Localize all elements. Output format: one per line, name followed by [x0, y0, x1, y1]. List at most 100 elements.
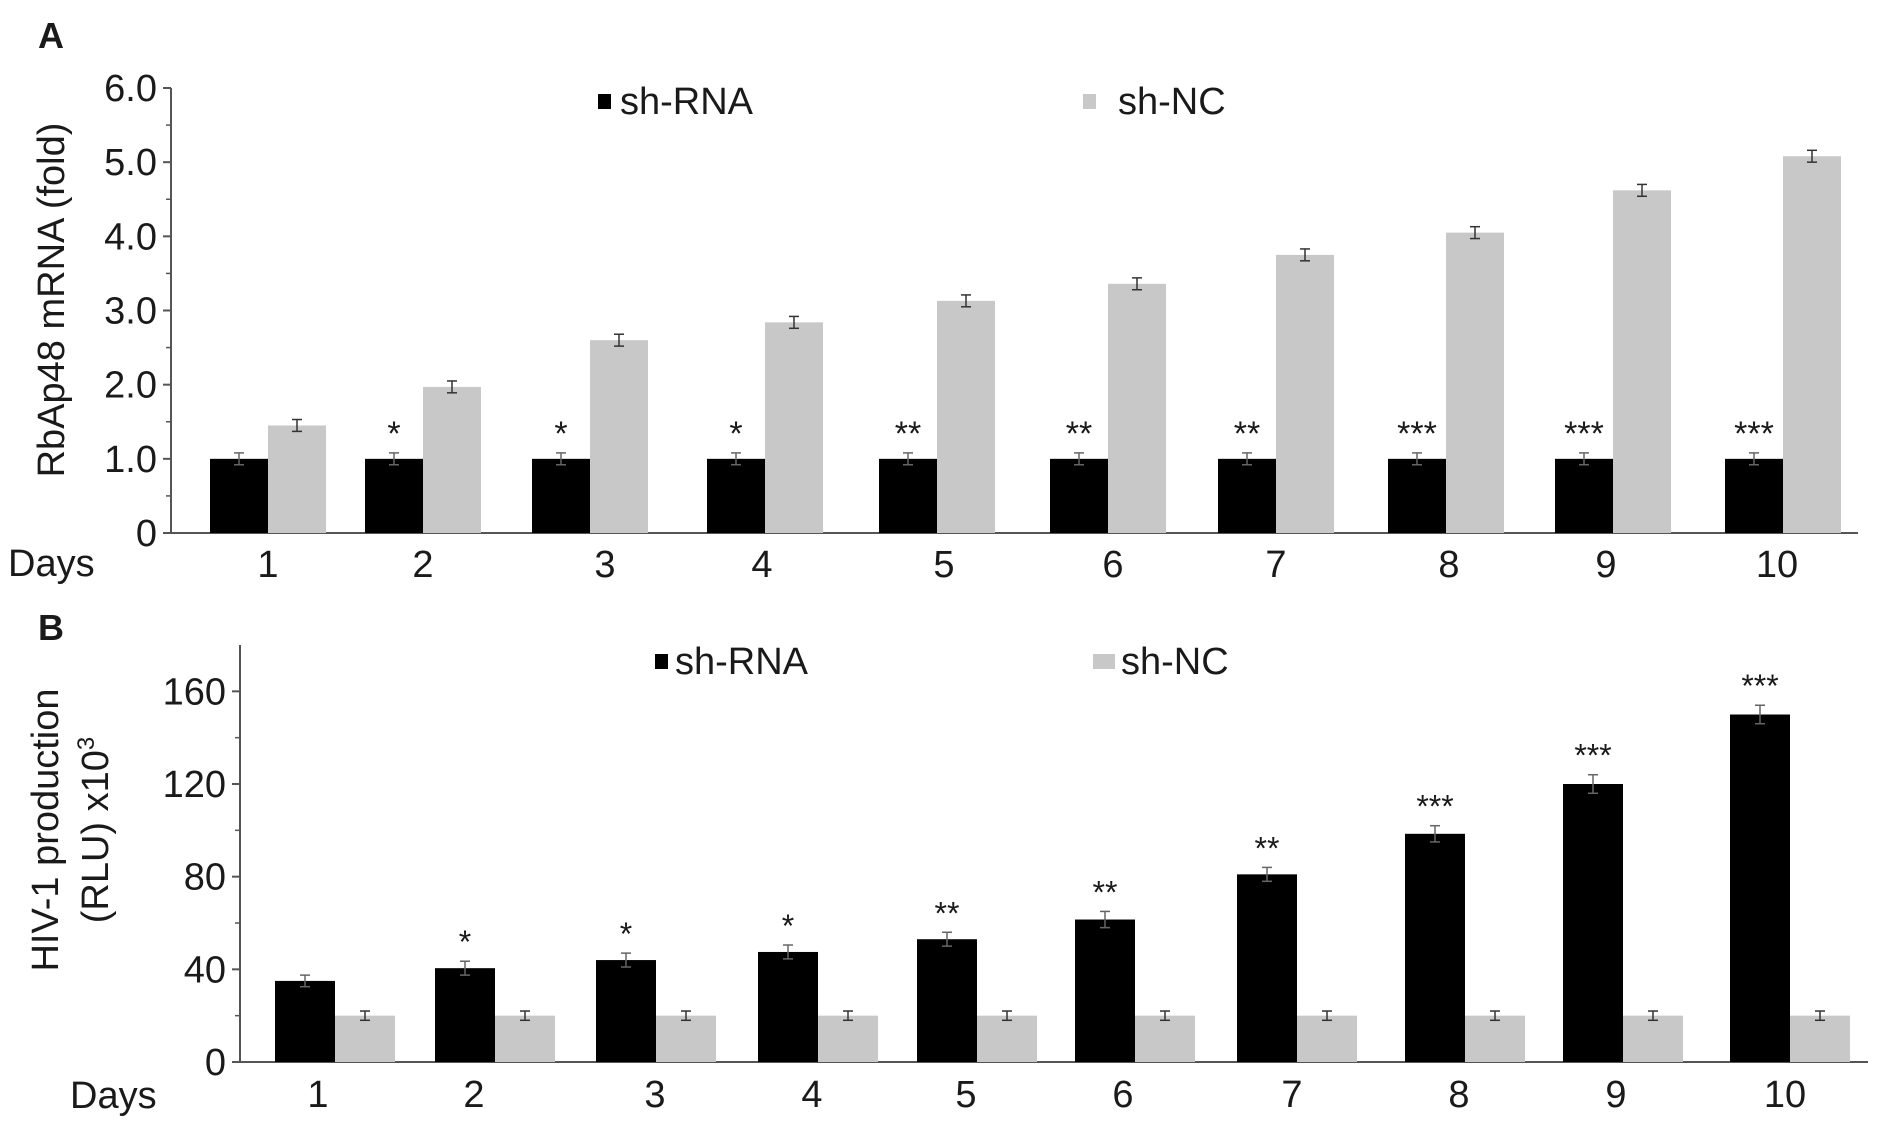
- x-tick-label: 1: [257, 544, 278, 586]
- bar-sh-rna-day-9: [1563, 784, 1623, 1062]
- significance-label: ***: [1397, 415, 1437, 453]
- x-tick-label: 1: [307, 1074, 328, 1116]
- bar-sh-rna-day-7: [1218, 458, 1276, 533]
- bar-sh-nc-day-4: [818, 1015, 878, 1062]
- y-tick-label: 0: [205, 1042, 226, 1084]
- x-tick-label: 9: [1595, 544, 1616, 586]
- significance-label: **: [935, 895, 960, 931]
- y-tick-label: 120: [163, 764, 226, 806]
- bar-sh-nc-day-2: [423, 386, 481, 533]
- panel-a-bars: [210, 156, 1841, 533]
- bar-sh-nc-day-10: [1790, 1015, 1850, 1062]
- panel-a-legend-label-sh-rna: sh-RNA: [620, 81, 754, 123]
- bar-sh-nc-day-2: [495, 1015, 555, 1062]
- panel-b-bars: [275, 714, 1850, 1062]
- panel-b-legend-label-sh-rna: sh-RNA: [675, 641, 809, 683]
- bar-sh-nc-day-8: [1465, 1015, 1525, 1062]
- x-tick-label: 3: [644, 1074, 665, 1116]
- bar-sh-nc-day-5: [937, 300, 995, 533]
- x-tick-label: 10: [1764, 1074, 1806, 1116]
- panel-b-letter: B: [38, 607, 64, 648]
- significance-label: **: [1066, 415, 1092, 453]
- y-tick-label: 160: [163, 671, 226, 713]
- significance-label: ***: [1741, 668, 1778, 704]
- bar-sh-rna-day-10: [1725, 458, 1783, 533]
- panel-a-error-bars: [234, 149, 1817, 466]
- x-tick-label: 4: [751, 544, 772, 586]
- bar-sh-rna-day-6: [1050, 458, 1108, 533]
- panel-a: A RbAp48 mRNA (fold) sh-RNA sh-NC 0 1.0 2.…: [8, 15, 1858, 586]
- bar-sh-rna-day-9: [1555, 458, 1613, 533]
- bar-sh-rna-day-4: [758, 951, 818, 1062]
- significance-label: ***: [1734, 415, 1774, 453]
- x-tick-label: 2: [412, 544, 433, 586]
- panel-b-x-axis-label: Days: [70, 1075, 157, 1117]
- panel-b-legend-swatch-sh-rna: [655, 654, 668, 669]
- x-tick-label: 6: [1112, 1074, 1133, 1116]
- significance-label: ***: [1416, 789, 1453, 825]
- panel-a-legend: sh-RNA sh-NC: [598, 81, 1226, 123]
- panel-b-y-axis-label-main: (RLU) x10: [75, 750, 117, 923]
- panel-b-y-ticks: 0 40 80 120 160: [163, 671, 240, 1084]
- bar-sh-rna-day-10: [1730, 714, 1790, 1062]
- significance-label: **: [1234, 415, 1260, 453]
- y-tick-label: 80: [184, 857, 226, 899]
- x-tick-label: 9: [1605, 1074, 1626, 1116]
- significance-label: *: [620, 916, 632, 952]
- panel-a-significance: * * * ** ** ** *** *** ***: [387, 415, 1773, 453]
- panel-a-x-ticks: 1 2 3 4 5 6 7 8 9 10: [257, 544, 1798, 586]
- panel-b-legend-swatch-sh-nc: [1093, 654, 1115, 669]
- panel-a-y-ticks: 0 1.0 2.0 3.0 4.0 5.0 6.0: [104, 68, 171, 555]
- bar-sh-rna-day-3: [596, 960, 656, 1062]
- panel-a-letter: A: [38, 15, 64, 56]
- x-tick-label: 7: [1265, 544, 1286, 586]
- panel-a-y-axis-label: RbAp48 mRNA (fold): [31, 123, 73, 478]
- bar-sh-nc-day-5: [977, 1015, 1037, 1062]
- bar-sh-rna-day-5: [879, 458, 937, 533]
- bar-sh-rna-day-4: [707, 458, 765, 533]
- x-tick-label: 5: [955, 1074, 976, 1116]
- x-tick-label: 2: [463, 1074, 484, 1116]
- bar-sh-rna-day-1: [210, 458, 268, 533]
- panel-a-x-axis-label: Days: [8, 543, 95, 585]
- y-tick-label: 0: [136, 513, 157, 555]
- bar-sh-nc-day-7: [1297, 1015, 1357, 1062]
- panel-b-x-ticks: 1 2 3 4 5 6 7 8 9 10: [307, 1074, 1806, 1116]
- panel-a-legend-label-sh-nc: sh-NC: [1118, 81, 1226, 123]
- x-tick-label: 5: [933, 544, 954, 586]
- significance-label: **: [1093, 874, 1118, 910]
- bar-sh-nc-day-8: [1446, 232, 1504, 533]
- bar-sh-nc-day-6: [1108, 283, 1166, 533]
- significance-label: *: [554, 415, 567, 453]
- x-tick-label: 6: [1102, 544, 1123, 586]
- significance-label: ***: [1574, 738, 1611, 774]
- bar-sh-rna-day-8: [1388, 458, 1446, 533]
- significance-label: *: [459, 924, 471, 960]
- bar-sh-nc-day-1: [335, 1015, 395, 1062]
- panel-a-legend-swatch-sh-nc: [1083, 94, 1096, 109]
- bar-sh-rna-day-5: [917, 939, 977, 1062]
- panel-b-significance: * * * ***************: [459, 668, 1779, 960]
- bar-sh-nc-day-3: [656, 1015, 716, 1062]
- bar-sh-nc-day-6: [1135, 1015, 1195, 1062]
- x-tick-label: 4: [801, 1074, 822, 1116]
- panel-b-legend: sh-RNA sh-NC: [655, 641, 1229, 683]
- bar-sh-nc-day-4: [765, 322, 823, 533]
- y-tick-label: 5.0: [104, 142, 157, 184]
- panel-b-error-bars: [300, 704, 1825, 1022]
- panel-b-legend-label-sh-nc: sh-NC: [1121, 641, 1229, 683]
- bar-sh-nc-day-10: [1783, 156, 1841, 533]
- panel-b-y-axis-label-line1: HIV-1 production: [25, 688, 67, 971]
- panel-b-y-axis-label-superscript: 3: [73, 737, 100, 750]
- bar-sh-rna-day-7: [1237, 874, 1297, 1062]
- bar-sh-nc-day-1: [268, 425, 326, 533]
- bar-sh-rna-day-1: [275, 980, 335, 1062]
- significance-label: ***: [1564, 415, 1604, 453]
- x-tick-label: 8: [1438, 544, 1459, 586]
- panel-b: B HIV-1 production (RLU) x103 sh-RNA sh-…: [25, 607, 1868, 1117]
- significance-label: *: [729, 415, 742, 453]
- bar-sh-rna-day-8: [1405, 833, 1465, 1062]
- bar-sh-rna-day-3: [532, 458, 590, 533]
- x-tick-label: 3: [594, 544, 615, 586]
